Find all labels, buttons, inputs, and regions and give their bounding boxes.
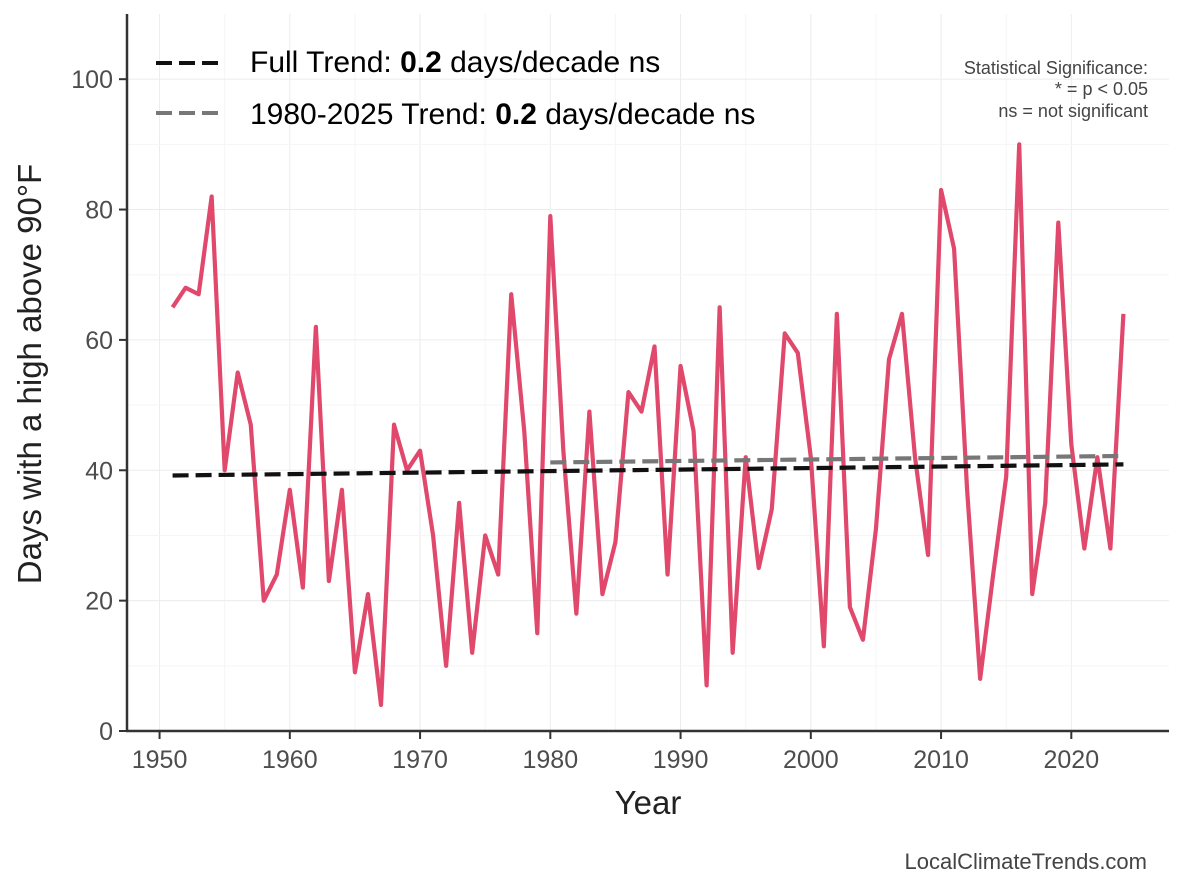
x-tick-label: 1970 xyxy=(392,746,448,774)
legend-label-full-trend: Full Trend: 0.2 days/decade ns xyxy=(250,46,660,79)
series-layer xyxy=(170,142,1126,708)
significance-note-line1: * = p < 0.05 xyxy=(1055,79,1148,99)
x-tick-label: 1960 xyxy=(262,746,318,774)
legend-label-1980-trend: 1980-2025 Trend: 0.2 days/decade ns xyxy=(250,98,755,131)
y-axis-title: Days with a high above 90°F xyxy=(11,164,48,584)
x-axis-title: Year xyxy=(615,784,682,821)
grid xyxy=(127,14,1169,732)
x-tick-label: 2000 xyxy=(783,746,839,774)
y-tick-label: 80 xyxy=(85,197,113,225)
credit: LocalClimateTrends.com xyxy=(905,849,1148,874)
y-tick-label: 40 xyxy=(85,457,113,485)
x-tick-label: 2020 xyxy=(1044,746,1100,774)
significance-note-line2: ns = not significant xyxy=(998,101,1148,121)
ticks: 1950 1960 1970 1980 1990 2000 2010 2020 0 20 40 60 8… xyxy=(71,66,1099,774)
series-line-full-trend xyxy=(172,462,1124,478)
x-tick-label: 1990 xyxy=(653,746,709,774)
x-tick-label: 1950 xyxy=(132,746,188,774)
legend: Full Trend: 0.2 days/decade ns 1980-2025… xyxy=(156,46,755,131)
y-tick-label: 20 xyxy=(85,588,113,616)
x-tick-label: 1980 xyxy=(523,746,579,774)
axes xyxy=(125,14,1169,733)
significance-note: Statistical Significance: * = p < 0.05 n… xyxy=(964,58,1148,121)
series-line-1980-2025-trend xyxy=(550,453,1124,465)
y-tick-label: 60 xyxy=(85,327,113,355)
series-line-days-with-a-high-above-90-f xyxy=(170,142,1126,708)
y-tick-label: 0 xyxy=(99,718,113,746)
significance-note-title: Statistical Significance: xyxy=(964,58,1148,78)
y-tick-label: 100 xyxy=(71,66,113,94)
x-tick-label: 2010 xyxy=(913,746,969,774)
